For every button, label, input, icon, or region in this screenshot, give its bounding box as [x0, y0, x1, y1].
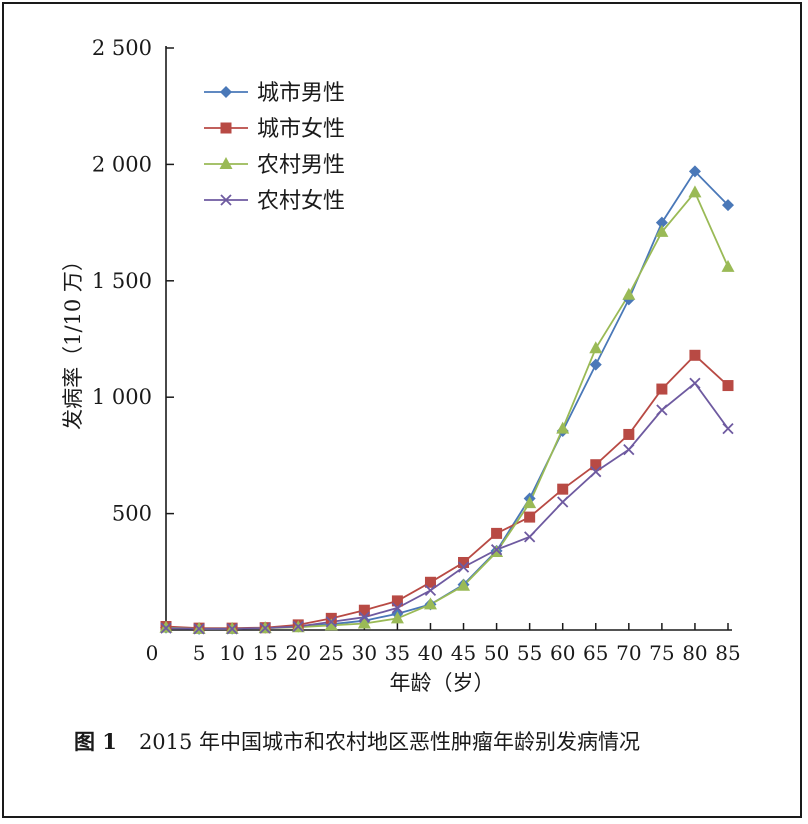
data-point-series-4 — [656, 404, 668, 416]
data-point-series-4 — [457, 561, 470, 573]
data-point-series-4 — [358, 611, 370, 623]
x-tick-label: 35 — [385, 641, 410, 665]
x-tick-label: 55 — [517, 641, 542, 665]
data-point-series-3 — [655, 224, 669, 237]
x-tick-label: 25 — [319, 641, 344, 665]
data-point-series-2 — [590, 459, 602, 471]
y-axis-label: 发病率（1/10 万） — [61, 250, 85, 430]
data-point-series-3 — [457, 578, 471, 591]
x-tick-label: 40 — [418, 641, 443, 665]
data-point-series-1 — [688, 165, 701, 178]
line-chart: 500 1 000 1 500 2 000 2 500 0 5 10 15 20 25 30 35 40… — [61, 36, 741, 695]
data-point-series-2 — [524, 511, 536, 523]
legend-label: 农村女性 — [257, 189, 345, 214]
data-point-series-4 — [259, 622, 271, 634]
x-tick-label: 60 — [550, 641, 575, 665]
data-point-series-4 — [557, 496, 569, 508]
x-tick-label: 15 — [252, 641, 277, 665]
data-point-series-2 — [358, 604, 370, 616]
x-tick-label: 50 — [484, 641, 509, 665]
data-point-series-2 — [557, 483, 569, 495]
x-tick-label: 10 — [219, 641, 244, 665]
data-point-series-2 — [656, 383, 668, 395]
data-point-series-2 — [623, 428, 635, 440]
legend-label: 农村男性 — [257, 153, 345, 178]
series-line-4 — [165, 381, 729, 630]
data-point-series-1 — [722, 199, 734, 212]
figure-label: 图 1 — [74, 729, 117, 754]
data-point-series-3 — [589, 341, 603, 354]
data-point-series-3 — [159, 620, 173, 633]
legend-marker — [220, 122, 232, 134]
x-tick-label: 0 — [146, 641, 159, 665]
data-point-series-3 — [688, 185, 702, 198]
data-point-series-2 — [424, 576, 436, 588]
x-tick-label: 85 — [715, 641, 740, 665]
data-point-series-3 — [423, 597, 437, 610]
data-point-series-4 — [590, 466, 602, 478]
data-point-series-4 — [424, 584, 437, 597]
series-markers — [159, 165, 735, 635]
x-tick-label: 30 — [352, 641, 377, 665]
data-point-series-3 — [324, 618, 338, 631]
data-point-series-4 — [722, 422, 734, 435]
x-tick-label: 20 — [286, 641, 311, 665]
axes — [165, 46, 732, 631]
series-line-2 — [165, 354, 729, 629]
data-point-series-3 — [622, 287, 636, 300]
y-tick-label: 500 — [112, 502, 152, 526]
legend-label: 城市女性 — [257, 117, 345, 142]
legend-label: 城市男性 — [257, 81, 345, 106]
data-point-series-4 — [391, 602, 404, 614]
data-point-series-3 — [523, 496, 537, 509]
x-tick-label: 65 — [583, 641, 608, 665]
data-point-series-4 — [226, 623, 238, 635]
x-tick-label: 80 — [682, 641, 707, 665]
figure-caption: 图 1 2015 年中国城市和农村地区恶性肿瘤年龄别发病情况 — [74, 722, 764, 762]
data-point-series-4 — [292, 620, 304, 633]
x-axis-label: 年龄（岁） — [390, 671, 495, 695]
x-tick-label: 70 — [616, 641, 641, 665]
x-tick-label: 75 — [649, 641, 674, 665]
data-point-series-4 — [689, 377, 701, 389]
data-point-series-4 — [325, 616, 337, 628]
data-point-series-4 — [490, 544, 503, 556]
series-line-1 — [165, 169, 729, 630]
x-tick-label: 45 — [451, 641, 476, 665]
x-tick-label: 5 — [193, 641, 206, 665]
data-point-series-2 — [458, 556, 470, 568]
data-point-series-2 — [391, 595, 403, 607]
legend-marker — [220, 86, 232, 98]
legend-marker — [219, 157, 233, 169]
x-axis-ticks: 0 5 10 15 20 25 30 35 40 45 50 55 60 65 70 75 80 85 — [146, 623, 741, 665]
series-lines — [165, 169, 729, 630]
series-line-3 — [165, 190, 729, 630]
y-tick-label: 1 000 — [92, 385, 152, 409]
y-axis-ticks: 500 1 000 1 500 2 000 2 500 — [92, 36, 174, 526]
legend-marker — [220, 194, 232, 206]
data-point-series-3 — [556, 421, 570, 434]
data-point-series-3 — [357, 616, 371, 629]
data-point-series-4 — [524, 531, 536, 543]
data-point-series-2 — [722, 380, 734, 392]
data-point-series-4 — [160, 622, 172, 634]
figure-caption-text: 2015 年中国城市和农村地区恶性肿瘤年龄别发病情况 — [138, 730, 641, 754]
data-point-series-2 — [689, 349, 701, 361]
data-point-series-1 — [589, 358, 602, 371]
y-tick-label: 1 500 — [92, 269, 152, 293]
y-tick-label: 2 000 — [92, 152, 152, 176]
data-point-series-1 — [655, 216, 668, 229]
y-tick-label: 2 500 — [92, 36, 152, 60]
data-point-series-2 — [491, 527, 503, 539]
data-point-series-4 — [193, 623, 205, 635]
data-point-series-3 — [390, 611, 404, 624]
data-point-series-4 — [623, 443, 635, 456]
data-point-series-3 — [721, 259, 735, 272]
